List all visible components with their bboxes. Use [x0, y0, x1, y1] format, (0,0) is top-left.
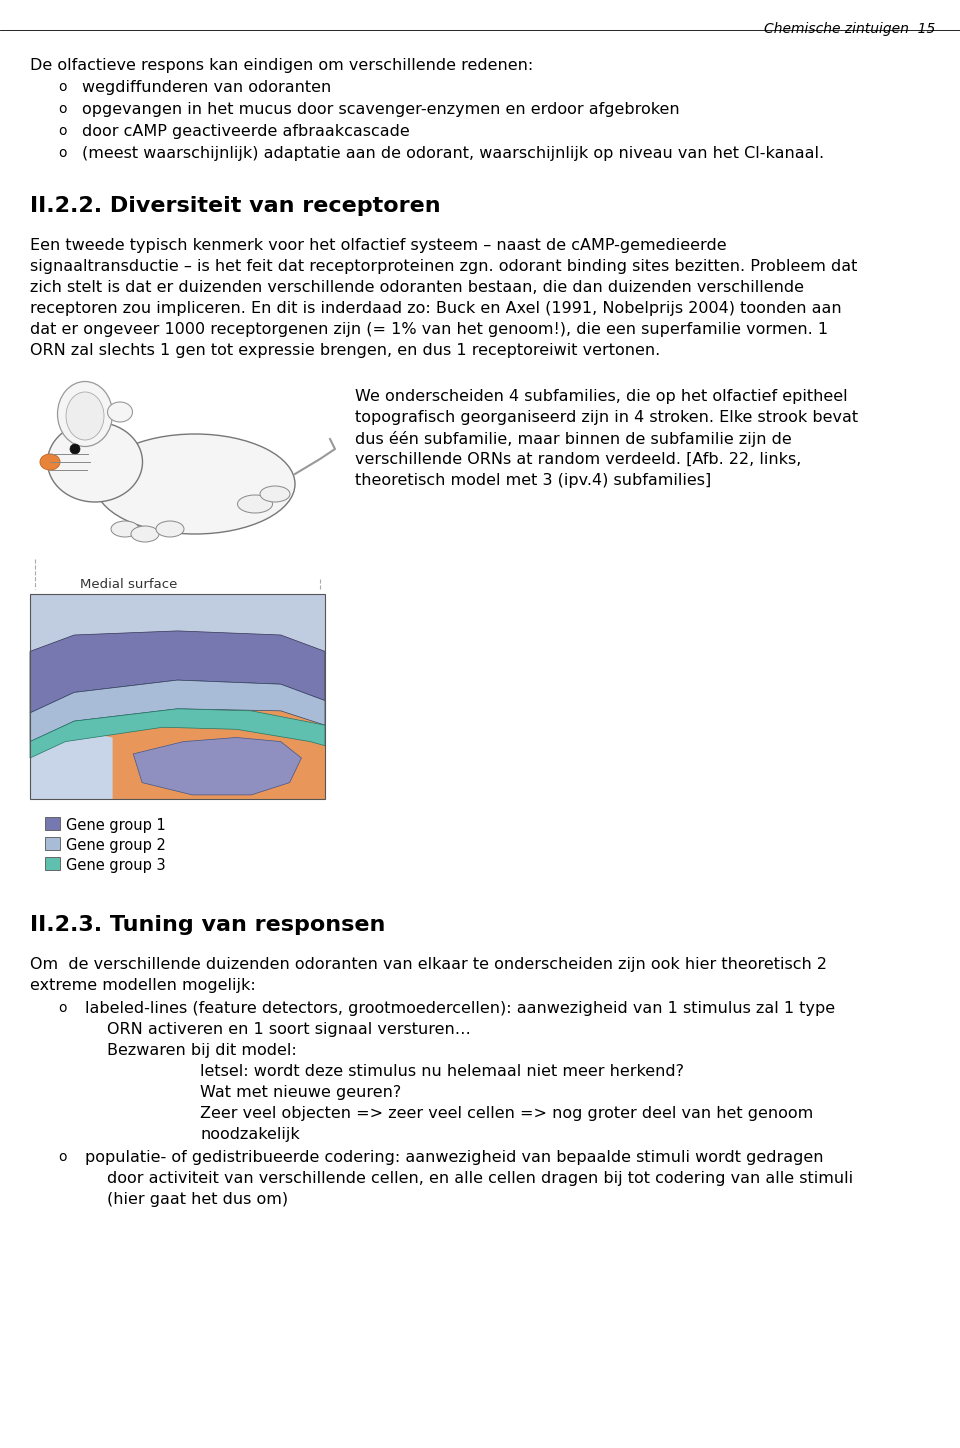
Ellipse shape: [70, 445, 80, 455]
Text: topografisch georganiseerd zijn in 4 stroken. Elke strook bevat: topografisch georganiseerd zijn in 4 str…: [355, 410, 858, 426]
Text: dus één subfamilie, maar binnen de subfamilie zijn de: dus één subfamilie, maar binnen de subfa…: [355, 432, 792, 447]
Text: o: o: [58, 125, 66, 138]
Text: II.2.3. Tuning van responsen: II.2.3. Tuning van responsen: [30, 915, 385, 935]
Text: zich stelt is dat er duizenden verschillende odoranten bestaan, die dan duizende: zich stelt is dat er duizenden verschill…: [30, 279, 804, 295]
Polygon shape: [30, 681, 325, 741]
Ellipse shape: [58, 381, 112, 446]
Polygon shape: [30, 631, 325, 712]
Text: noodzakelijk: noodzakelijk: [200, 1127, 300, 1142]
Text: opgevangen in het mucus door scavenger-enzymen en erdoor afgebroken: opgevangen in het mucus door scavenger-e…: [82, 101, 680, 117]
Polygon shape: [133, 737, 301, 795]
Bar: [45, 837, 60, 850]
Polygon shape: [30, 721, 112, 799]
Bar: [30, 594, 325, 799]
Text: II.2.2. Diversiteit van receptoren: II.2.2. Diversiteit van receptoren: [30, 195, 441, 216]
Text: Gene group 1: Gene group 1: [66, 818, 166, 833]
Polygon shape: [30, 594, 325, 721]
Polygon shape: [30, 710, 325, 757]
Text: door activiteit van verschillende cellen, en alle cellen dragen bij tot codering: door activiteit van verschillende cellen…: [107, 1171, 853, 1186]
Text: We onderscheiden 4 subfamilies, die op het olfactief epitheel: We onderscheiden 4 subfamilies, die op h…: [355, 390, 848, 404]
Text: receptoren zou impliceren. En dit is inderdaad zo: Buck en Axel (1991, Nobelprij: receptoren zou impliceren. En dit is ind…: [30, 301, 842, 316]
Text: (meest waarschijnlijk) adaptatie aan de odorant, waarschijnlijk op niveau van he: (meest waarschijnlijk) adaptatie aan de …: [82, 146, 824, 161]
Text: Wat met nieuwe geuren?: Wat met nieuwe geuren?: [200, 1085, 401, 1100]
Text: door cAMP geactiveerde afbraakcascade: door cAMP geactiveerde afbraakcascade: [82, 125, 410, 139]
Ellipse shape: [47, 421, 142, 502]
Ellipse shape: [66, 392, 104, 440]
Bar: [45, 817, 60, 830]
Text: (hier gaat het dus om): (hier gaat het dus om): [107, 1192, 288, 1208]
Text: dat er ongeveer 1000 receptorgenen zijn (= 1% van het genoom!), die een superfam: dat er ongeveer 1000 receptorgenen zijn …: [30, 321, 828, 337]
Text: Zeer veel objecten => zeer veel cellen => nog groter deel van het genoom: Zeer veel objecten => zeer veel cellen =…: [200, 1106, 813, 1121]
Text: Gene group 3: Gene group 3: [66, 859, 166, 873]
Text: verschillende ORNs at random verdeeld. [Afb. 22, links,: verschillende ORNs at random verdeeld. […: [355, 452, 802, 468]
Text: Om  de verschillende duizenden odoranten van elkaar te onderscheiden zijn ook hi: Om de verschillende duizenden odoranten …: [30, 957, 827, 972]
Text: populatie- of gedistribueerde codering: aanwezigheid van bepaalde stimuli wordt : populatie- of gedistribueerde codering: …: [85, 1150, 824, 1166]
Text: ORN activeren en 1 soort signaal versturen…: ORN activeren en 1 soort signaal verstur…: [107, 1022, 470, 1037]
Ellipse shape: [108, 403, 132, 421]
Text: letsel: wordt deze stimulus nu helemaal niet meer herkend?: letsel: wordt deze stimulus nu helemaal …: [200, 1064, 684, 1079]
Text: Medial surface: Medial surface: [80, 578, 178, 591]
Ellipse shape: [260, 487, 290, 502]
Text: ORN zal slechts 1 gen tot expressie brengen, en dus 1 receptoreiwit vertonen.: ORN zal slechts 1 gen tot expressie bren…: [30, 343, 660, 358]
Text: Chemische zintuigen  15: Chemische zintuigen 15: [763, 22, 935, 36]
Text: wegdiffunderen van odoranten: wegdiffunderen van odoranten: [82, 80, 331, 96]
Text: Gene group 2: Gene group 2: [66, 838, 166, 853]
Text: signaaltransductie – is het feit dat receptorproteinen zgn. odorant binding site: signaaltransductie – is het feit dat rec…: [30, 259, 857, 274]
Text: o: o: [58, 146, 66, 159]
Ellipse shape: [237, 495, 273, 513]
Bar: [45, 857, 60, 870]
Text: o: o: [58, 1001, 66, 1015]
Bar: [30, 594, 325, 799]
Text: o: o: [58, 80, 66, 94]
Ellipse shape: [156, 521, 184, 537]
Text: theoretisch model met 3 (ipv.4) subfamilies]: theoretisch model met 3 (ipv.4) subfamil…: [355, 473, 711, 488]
Ellipse shape: [111, 521, 139, 537]
Ellipse shape: [95, 434, 295, 534]
Text: Een tweede typisch kenmerk voor het olfactief systeem – naast de cAMP-gemedieerd: Een tweede typisch kenmerk voor het olfa…: [30, 237, 727, 253]
Text: De olfactieve respons kan eindigen om verschillende redenen:: De olfactieve respons kan eindigen om ve…: [30, 58, 533, 72]
Text: o: o: [58, 101, 66, 116]
Text: extreme modellen mogelijk:: extreme modellen mogelijk:: [30, 977, 255, 993]
Ellipse shape: [40, 455, 60, 471]
Text: labeled-lines (feature detectors, grootmoedercellen): aanwezigheid van 1 stimulu: labeled-lines (feature detectors, grootm…: [85, 1001, 835, 1016]
Ellipse shape: [131, 526, 159, 542]
Text: Bezwaren bij dit model:: Bezwaren bij dit model:: [107, 1043, 297, 1058]
Text: o: o: [58, 1150, 66, 1164]
